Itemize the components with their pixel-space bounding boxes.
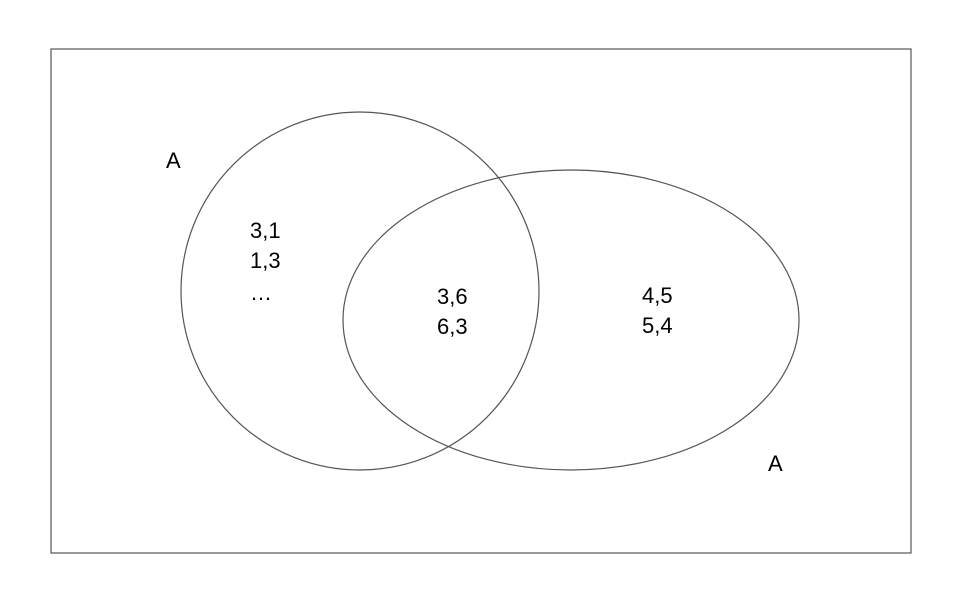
left-only-ellipsis: … (250, 280, 272, 305)
intersection-element: 3,6 (437, 284, 468, 309)
set-left-circle (180, 111, 540, 471)
right-only-element: 5,4 (642, 313, 673, 338)
universe-rectangle (50, 48, 912, 554)
right-only-element: 4,5 (642, 283, 673, 308)
set-right-label: A (768, 451, 783, 476)
set-left-label: A (166, 148, 181, 173)
intersection-element: 6,3 (437, 314, 468, 339)
left-only-element: 3,1 (250, 218, 281, 243)
set-right-ellipse (342, 169, 800, 471)
left-only-element: 1,3 (250, 248, 281, 273)
